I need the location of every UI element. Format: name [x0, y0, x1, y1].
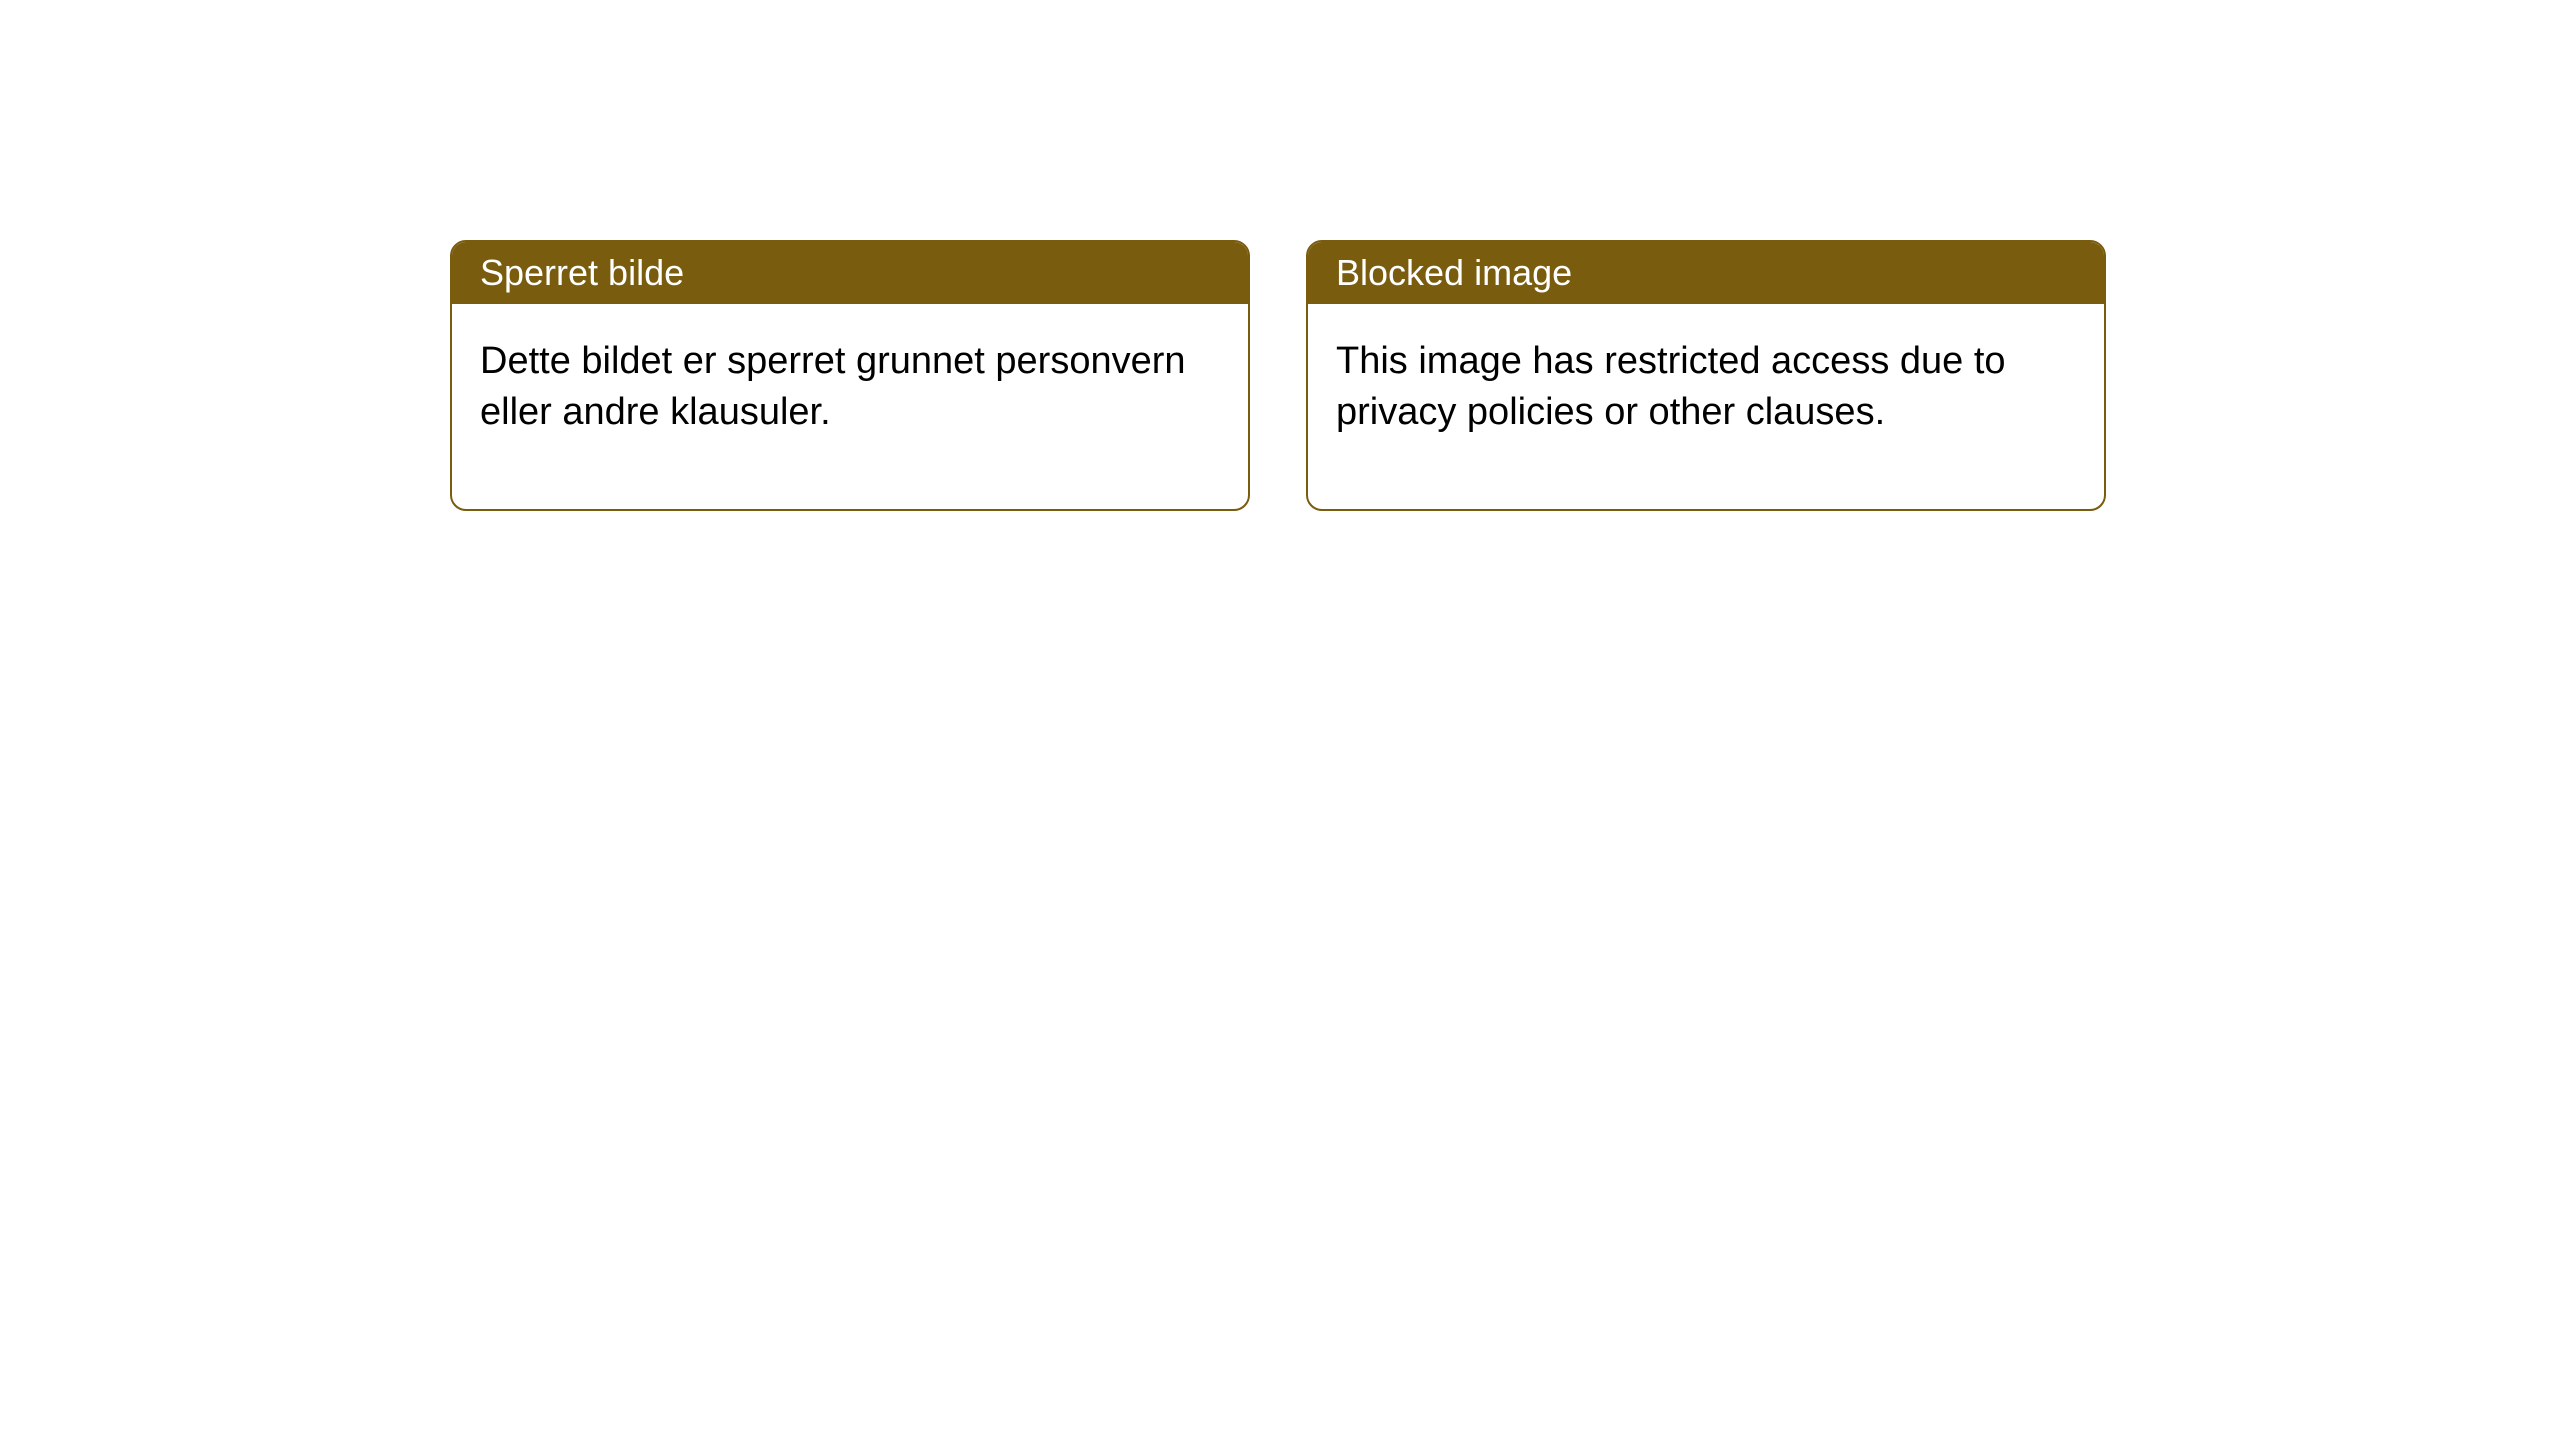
- card-body-norwegian: Dette bildet er sperret grunnet personve…: [452, 304, 1248, 509]
- card-title-norwegian: Sperret bilde: [480, 252, 684, 293]
- card-header-norwegian: Sperret bilde: [452, 242, 1248, 304]
- card-text-english: This image has restricted access due to …: [1336, 340, 2006, 433]
- card-body-english: This image has restricted access due to …: [1308, 304, 2104, 509]
- card-header-english: Blocked image: [1308, 242, 2104, 304]
- notice-card-norwegian: Sperret bilde Dette bildet er sperret gr…: [450, 240, 1250, 511]
- card-title-english: Blocked image: [1336, 252, 1572, 293]
- notice-card-english: Blocked image This image has restricted …: [1306, 240, 2106, 511]
- card-text-norwegian: Dette bildet er sperret grunnet personve…: [480, 340, 1186, 433]
- notice-container: Sperret bilde Dette bildet er sperret gr…: [450, 240, 2106, 511]
